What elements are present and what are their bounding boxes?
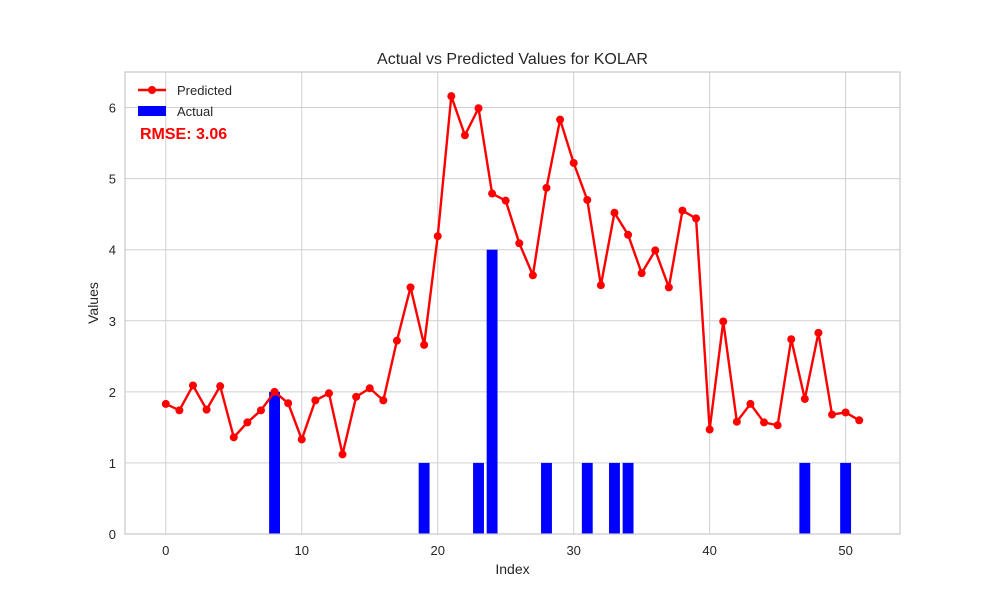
predicted-point	[229, 433, 238, 442]
predicted-point	[596, 281, 605, 290]
predicted-point	[270, 387, 279, 396]
actual-bar	[418, 462, 430, 534]
actual-bar	[269, 391, 280, 534]
predicted-point	[542, 183, 551, 192]
predicted-point	[800, 394, 809, 403]
y-tick-label: 3	[109, 314, 116, 329]
legend: Predicted Actual RMSE: 3.06	[138, 83, 232, 143]
predicted-point	[474, 104, 483, 113]
y-tick-label: 6	[109, 101, 116, 116]
predicted-point	[379, 396, 388, 405]
chart-title: Actual vs Predicted Values for KOLAR	[377, 51, 648, 68]
predicted-point	[202, 405, 211, 414]
predicted-point	[392, 336, 401, 345]
predicted-point	[814, 328, 823, 337]
x-tick-label: 0	[162, 543, 169, 558]
predicted-point	[243, 418, 252, 427]
predicted-line	[165, 94, 860, 456]
actual-bar	[541, 462, 552, 534]
x-tick-label: 30	[566, 543, 580, 558]
predicted-point	[515, 239, 524, 248]
predicted-point	[528, 271, 537, 280]
predicted-line-layer	[161, 92, 864, 459]
predicted-point	[433, 232, 442, 241]
predicted-point	[324, 389, 333, 398]
rmse-annotation: RMSE: 3.06	[140, 126, 227, 143]
actual-bar	[486, 249, 498, 534]
predicted-point	[664, 283, 673, 292]
plot-frame	[124, 71, 901, 535]
predicted-point	[216, 382, 225, 391]
predicted-point	[406, 283, 415, 292]
predicted-point	[651, 246, 660, 255]
predicted-point	[297, 435, 306, 444]
legend-predicted-label: Predicted	[177, 83, 232, 98]
predicted-point	[746, 399, 755, 408]
actual-bar	[473, 462, 484, 534]
predicted-point	[569, 158, 578, 167]
predicted-point	[365, 384, 374, 393]
x-tick-label: 50	[838, 543, 852, 558]
predicted-point	[719, 317, 728, 326]
predicted-point	[855, 416, 864, 425]
predicted-point	[420, 340, 429, 349]
actual-bar	[840, 462, 852, 534]
grid	[125, 72, 900, 535]
x-tick-label: 10	[295, 543, 309, 558]
predicted-point	[760, 418, 769, 427]
legend-predicted-marker	[148, 86, 156, 94]
predicted-point	[692, 214, 701, 223]
y-tick-label: 0	[109, 527, 116, 542]
predicted-point	[637, 269, 646, 278]
y-tick-label: 5	[109, 172, 116, 187]
y-tick-label: 2	[109, 385, 116, 400]
actual-bar	[622, 462, 634, 534]
predicted-point	[610, 208, 619, 217]
predicted-point	[352, 392, 361, 401]
predicted-point	[175, 406, 184, 415]
predicted-point	[583, 195, 592, 204]
predicted-point	[556, 115, 565, 124]
legend-actual-swatch	[138, 106, 166, 116]
predicted-point	[841, 408, 850, 417]
predicted-point	[732, 417, 741, 426]
predicted-point	[188, 381, 197, 390]
actual-bar	[581, 462, 593, 534]
predicted-point	[460, 131, 469, 140]
predicted-point	[678, 206, 687, 215]
actual-bars	[269, 249, 852, 534]
predicted-point	[338, 450, 347, 459]
actual-bar	[609, 462, 620, 534]
predicted-point	[256, 406, 265, 415]
predicted-point	[501, 196, 510, 205]
predicted-point	[787, 335, 796, 344]
y-axis-label: Values	[85, 282, 101, 324]
y-tick-labels: 0 1 2 3 4 5 6	[109, 101, 116, 542]
x-tick-label: 20	[430, 543, 444, 558]
x-tick-labels: 0 10 20 30 40 50	[162, 543, 853, 558]
actual-bar	[799, 462, 811, 534]
y-tick-label: 1	[109, 456, 116, 471]
predicted-point	[624, 230, 633, 239]
predicted-point	[447, 92, 456, 101]
x-tick-label: 40	[702, 543, 716, 558]
predicted-point	[284, 399, 293, 408]
predicted-point	[488, 189, 497, 198]
x-axis-label: Index	[495, 561, 529, 577]
plot-background	[125, 72, 900, 534]
predicted-point	[161, 399, 170, 408]
legend-actual-label: Actual	[177, 104, 213, 119]
predicted-point	[773, 421, 782, 430]
predicted-point	[705, 425, 714, 434]
predicted-point	[828, 410, 837, 419]
y-tick-label: 4	[109, 243, 116, 258]
predicted-point	[311, 396, 320, 405]
